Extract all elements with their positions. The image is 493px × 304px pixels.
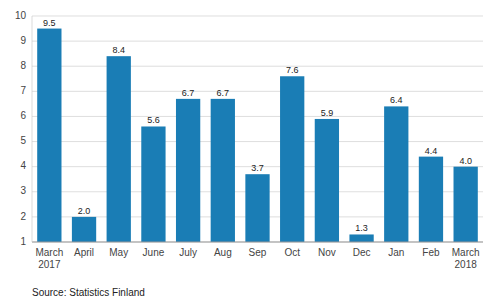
x-tick-label: June [143,247,165,258]
x-tick-label: Aug [214,247,232,258]
y-tick-label: 7 [20,85,26,96]
data-label: 6.7 [182,88,195,98]
bar [37,29,61,242]
y-tick-label: 9 [20,35,26,46]
x-tick-label: April [74,247,94,258]
y-tick-label: 2 [20,211,26,222]
grid-line [32,141,483,142]
data-label: 8.4 [112,45,125,55]
bar [349,234,373,242]
bar [211,99,235,242]
data-label: 7.6 [286,65,299,75]
y-tick-label: 4 [20,160,26,171]
bar [419,157,443,242]
y-tick-label: 10 [15,10,27,21]
data-labels: 9.5 2.0 8.4 5.6 6.7 6.7 3.7 7.6 5.9 1.3 6.4 4.4 4.0 [43,18,472,234]
x-tick-label: Nov [318,247,336,258]
bar [454,167,478,242]
grid-line [32,41,483,42]
x-tick-label: Jan [388,247,404,258]
bar [280,76,304,242]
data-label: 1.3 [355,223,368,233]
x-tick-label: March2017 [35,247,63,270]
y-tick-label: 5 [20,135,26,146]
x-axis: March2017 April May June July Aug Sep Oct Nov Dec… [35,247,479,270]
background [0,0,493,304]
y-axis: 1 2 3 4 5 6 7 8 9 10 [15,10,27,247]
y-tick-label: 6 [20,110,26,121]
bar [384,106,408,242]
x-tick-label: Sep [249,247,267,258]
source-note: Source: Statistics Finland [32,287,145,298]
data-label: 5.9 [321,108,334,118]
data-label: 5.6 [147,115,160,125]
data-label: 9.5 [43,18,56,28]
x-tick-label: Feb [422,247,440,258]
grid-line [32,66,483,67]
x-tick-label: March2018 [452,247,480,270]
chart: 1 2 3 4 5 6 7 8 9 10 9.5 2.0 8.4 5.6 6.7 6.7 3.7 7.6 5.9 1.… [0,0,493,304]
bars [37,29,478,242]
data-label: 4.4 [425,146,438,156]
bar [315,119,339,242]
x-tick-label: July [179,247,197,258]
bar [72,217,96,242]
grid-line [32,116,483,117]
bar [107,56,131,242]
x-axis-line [32,242,483,243]
grid-line [32,16,483,17]
y-tick-label: 8 [20,60,26,71]
grid-line [32,91,483,92]
data-label: 4.0 [459,156,472,166]
bar [141,126,165,242]
data-label: 3.7 [251,163,264,173]
x-tick-label: Oct [284,247,300,258]
grid-line [32,242,483,243]
x-tick-label: May [109,247,128,258]
data-label: 2.0 [78,206,91,216]
bar [245,174,269,242]
y-axis-line [32,16,33,242]
y-tick-label: 1 [20,236,26,247]
bar [176,99,200,242]
x-tick-label: Dec [353,247,371,258]
data-label: 6.7 [217,88,230,98]
data-label: 6.4 [390,95,403,105]
y-tick-label: 3 [20,185,26,196]
chart-container: 1 2 3 4 5 6 7 8 9 10 9.5 2.0 8.4 5.6 6.7 6.7 3.7 7.6 5.9 1.… [0,0,493,304]
